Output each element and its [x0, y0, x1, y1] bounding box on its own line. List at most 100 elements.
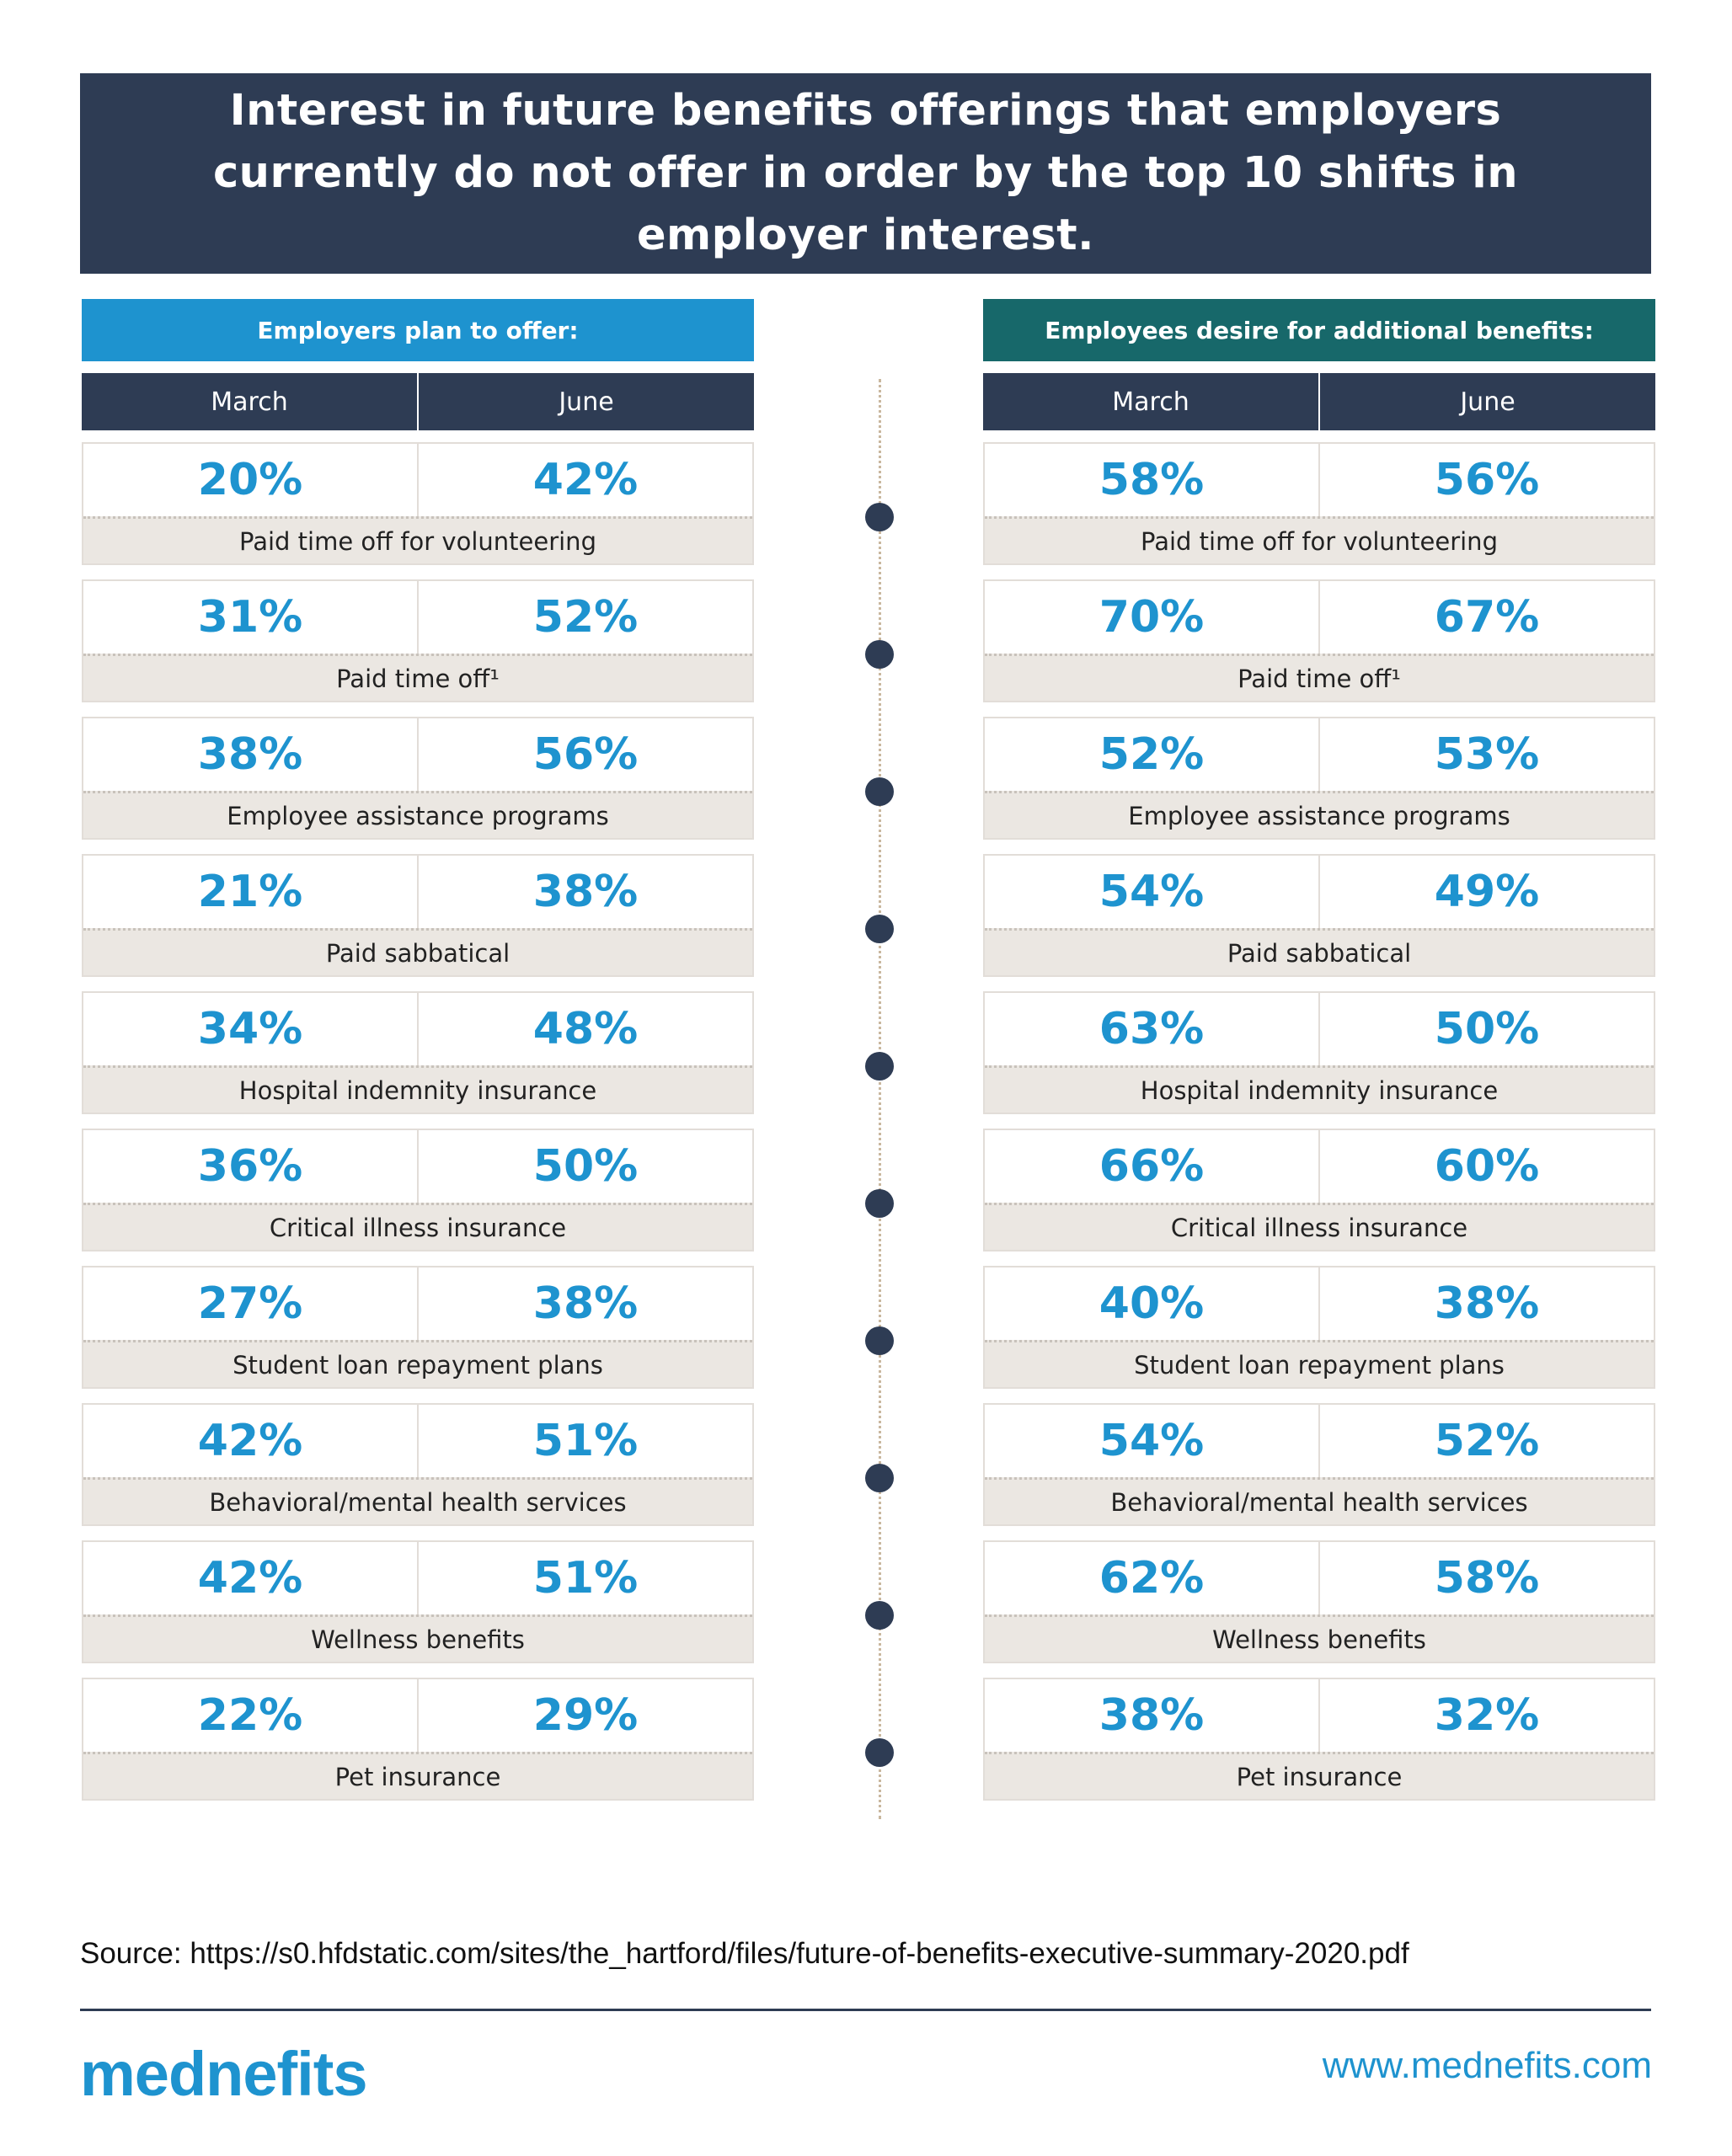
- row-values: 31% 52%: [83, 581, 752, 654]
- march-value: 31%: [83, 581, 419, 654]
- march-value: 38%: [83, 718, 419, 791]
- row-label: Paid sabbatical: [83, 928, 752, 975]
- row-label: Hospital indemnity insurance: [985, 1065, 1654, 1113]
- row-label: Hospital indemnity insurance: [83, 1065, 752, 1113]
- march-value: 34%: [83, 993, 419, 1065]
- row-values: 21% 38%: [83, 856, 752, 928]
- june-value: 38%: [532, 867, 639, 917]
- june-value: 53%: [1434, 729, 1540, 780]
- june-value: 60%: [1434, 1141, 1540, 1192]
- row-label: Pet insurance: [83, 1752, 752, 1799]
- june-value: 58%: [1434, 1553, 1540, 1604]
- row-label: Student loan repayment plans: [83, 1340, 752, 1387]
- timeline-line: [879, 379, 883, 1819]
- timeline-dot: [865, 915, 894, 943]
- timeline-dot: [865, 503, 894, 531]
- table-row: 36% 50% Critical illness insurance: [82, 1129, 754, 1251]
- row-values: 22% 29%: [83, 1679, 752, 1752]
- page-title: Interest in future benefits offerings th…: [212, 86, 1519, 260]
- june-value: 42%: [532, 455, 639, 505]
- footer-divider: [80, 2009, 1651, 2011]
- june-value: 67%: [1434, 592, 1540, 643]
- row-label: Wellness benefits: [83, 1614, 752, 1662]
- march-value: 36%: [83, 1130, 419, 1203]
- row-values: 62% 58%: [985, 1542, 1654, 1614]
- timeline-dot: [865, 1052, 894, 1081]
- table-row: 20% 42% Paid time off for volunteering: [82, 442, 754, 565]
- row-label: Paid time off for volunteering: [83, 516, 752, 563]
- june-value: 51%: [532, 1553, 639, 1604]
- row-values: 38% 32%: [985, 1679, 1654, 1752]
- june-value: 52%: [532, 592, 639, 643]
- row-values: 54% 49%: [985, 856, 1654, 928]
- row-values: 36% 50%: [83, 1130, 752, 1203]
- table-row: 63% 50% Hospital indemnity insurance: [983, 991, 1655, 1114]
- row-label: Wellness benefits: [985, 1614, 1654, 1662]
- row-values: 27% 38%: [83, 1267, 752, 1340]
- march-value: 27%: [83, 1267, 419, 1340]
- row-values: 58% 56%: [985, 444, 1654, 516]
- timeline-dot: [865, 1326, 894, 1355]
- timeline-dot: [865, 1189, 894, 1218]
- june-value: 38%: [532, 1278, 639, 1329]
- table-row: 52% 53% Employee assistance programs: [983, 717, 1655, 840]
- table-row: 34% 48% Hospital indemnity insurance: [82, 991, 754, 1114]
- march-value: 62%: [985, 1542, 1320, 1614]
- table-row: 54% 49% Paid sabbatical: [983, 854, 1655, 977]
- row-values: 54% 52%: [985, 1405, 1654, 1477]
- row-label: Paid time off¹: [985, 654, 1654, 701]
- march-value: 38%: [985, 1679, 1320, 1752]
- source-citation: Source: https://s0.hfdstatic.com/sites/t…: [80, 1937, 1409, 1970]
- timeline-dot: [865, 1738, 894, 1767]
- table-row: 54% 52% Behavioral/mental health services: [983, 1403, 1655, 1526]
- row-label: Critical illness insurance: [985, 1203, 1654, 1250]
- row-values: 40% 38%: [985, 1267, 1654, 1340]
- row-label: Behavioral/mental health services: [985, 1477, 1654, 1524]
- row-label: Employee assistance programs: [83, 791, 752, 838]
- row-values: 63% 50%: [985, 993, 1654, 1065]
- row-label: Paid time off for volunteering: [985, 516, 1654, 563]
- employers-col-june: June: [559, 387, 614, 417]
- row-label: Pet insurance: [985, 1752, 1654, 1799]
- march-value: 70%: [985, 581, 1320, 654]
- employees-col-march: March: [983, 373, 1320, 430]
- march-value: 42%: [83, 1405, 419, 1477]
- row-values: 42% 51%: [83, 1542, 752, 1614]
- employers-panel: Employers plan to offer: March June 20% 4…: [82, 299, 754, 1801]
- table-row: 62% 58% Wellness benefits: [983, 1540, 1655, 1663]
- employers-column-headers: March June: [82, 373, 754, 430]
- row-values: 34% 48%: [83, 993, 752, 1065]
- timeline-dot: [865, 1601, 894, 1630]
- title-banner: Interest in future benefits offerings th…: [80, 73, 1651, 274]
- june-value: 38%: [1434, 1278, 1540, 1329]
- employees-column-headers: March June: [983, 373, 1655, 430]
- june-value: 49%: [1434, 867, 1540, 917]
- table-row: 66% 60% Critical illness insurance: [983, 1129, 1655, 1251]
- row-label: Employee assistance programs: [985, 791, 1654, 838]
- row-values: 42% 51%: [83, 1405, 752, 1477]
- employees-col-june: June: [1460, 387, 1516, 417]
- march-value: 40%: [985, 1267, 1320, 1340]
- row-values: 20% 42%: [83, 444, 752, 516]
- row-label: Behavioral/mental health services: [83, 1477, 752, 1524]
- table-row: 58% 56% Paid time off for volunteering: [983, 442, 1655, 565]
- employees-panel: Employees desire for additional benefits…: [983, 299, 1655, 1801]
- march-value: 42%: [83, 1542, 419, 1614]
- june-value: 50%: [1434, 1004, 1540, 1054]
- row-values: 66% 60%: [985, 1130, 1654, 1203]
- march-value: 52%: [985, 718, 1320, 791]
- row-label: Paid time off¹: [83, 654, 752, 701]
- row-values: 70% 67%: [985, 581, 1654, 654]
- table-row: 22% 29% Pet insurance: [82, 1678, 754, 1801]
- table-row: 42% 51% Behavioral/mental health services: [82, 1403, 754, 1526]
- table-row: 42% 51% Wellness benefits: [82, 1540, 754, 1663]
- march-value: 54%: [985, 856, 1320, 928]
- row-values: 38% 56%: [83, 718, 752, 791]
- june-value: 48%: [532, 1004, 639, 1054]
- table-row: 38% 56% Employee assistance programs: [82, 717, 754, 840]
- mednefits-logo: mednefits: [80, 2039, 368, 2109]
- employers-panel-header: Employers plan to offer:: [82, 299, 754, 361]
- march-value: 66%: [985, 1130, 1320, 1203]
- website-link[interactable]: www.mednefits.com: [1322, 2045, 1652, 2086]
- employers-col-march: March: [82, 373, 419, 430]
